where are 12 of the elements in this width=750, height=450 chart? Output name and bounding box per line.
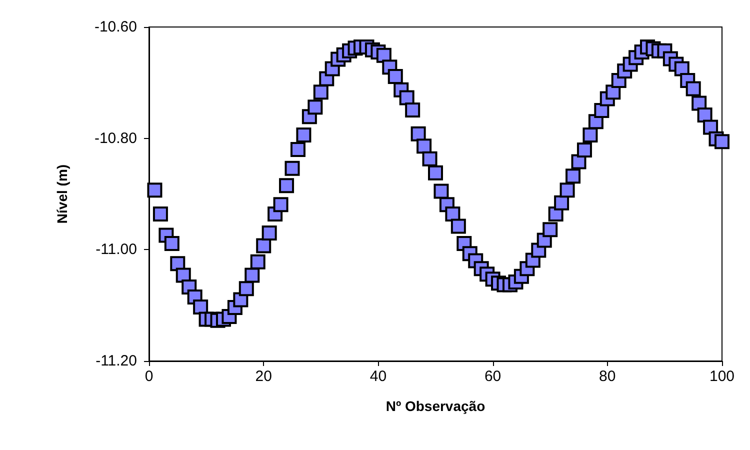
x-tick-label: 0 xyxy=(144,368,154,385)
x-tick-label: 100 xyxy=(709,368,735,385)
y-tick-label: -10.60 xyxy=(94,18,137,36)
x-tick-label: 40 xyxy=(370,368,387,385)
y-tick-label: -11.20 xyxy=(96,352,137,370)
y-tick-label: -10.80 xyxy=(94,130,137,147)
y-tick-label: -11.00 xyxy=(96,241,137,258)
x-tick-label: 20 xyxy=(255,368,272,385)
x-tick-label: 60 xyxy=(484,368,502,385)
x-axis-title: Nº Observação xyxy=(386,398,486,414)
x-tick-label: 80 xyxy=(599,368,616,385)
y-axis-title: Nível (m) xyxy=(54,164,70,224)
